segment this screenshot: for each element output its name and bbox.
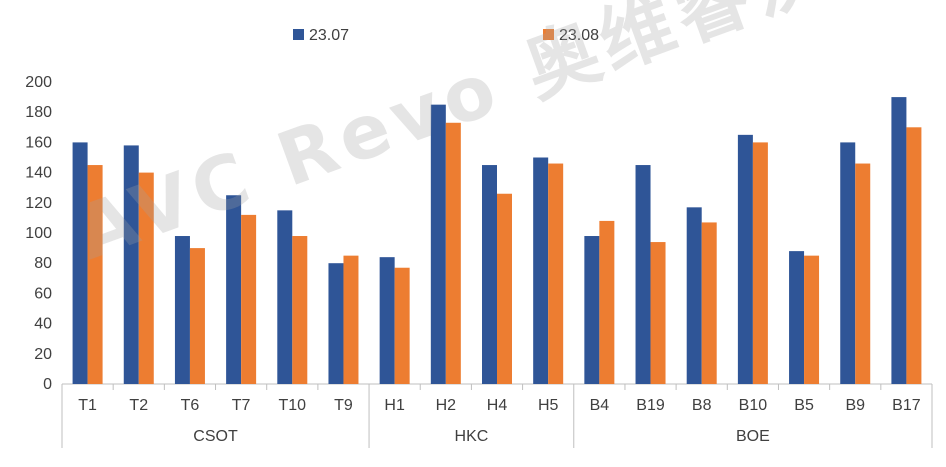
- bar-23-08-B4: [599, 220, 615, 384]
- legend-swatch-23-07: [293, 29, 304, 40]
- y-tick-label: 140: [25, 165, 52, 182]
- bar-23-07-B9: [840, 142, 856, 384]
- legend-label-23-08: 23.08: [559, 27, 599, 44]
- bar-23-07-B10: [737, 134, 753, 384]
- x-tick-label: B9: [845, 397, 865, 414]
- bar-23-07-H5: [533, 157, 549, 384]
- bar-23-08-H1: [394, 267, 410, 384]
- legend-label-23-07: 23.07: [309, 27, 349, 44]
- x-tick-label: B19: [636, 397, 665, 414]
- bar-23-07-B8: [686, 207, 702, 384]
- bar-23-07-H1: [379, 257, 395, 384]
- y-tick-label: 80: [34, 255, 52, 272]
- x-tick-label: B8: [692, 397, 712, 414]
- bar-23-07-H4: [482, 165, 497, 384]
- x-tick-label: H2: [436, 397, 457, 414]
- y-tick-label: 20: [34, 346, 52, 363]
- legend-swatch-23-08: [543, 29, 554, 40]
- bar-23-07-H2: [430, 104, 446, 385]
- y-tick-label: 200: [25, 74, 52, 91]
- bar-23-08-T9: [343, 255, 359, 384]
- x-tick-label: B10: [739, 397, 768, 414]
- y-tick-label: 40: [34, 316, 52, 333]
- y-tick-label: 160: [25, 134, 52, 151]
- bar-23-07-B17: [891, 97, 907, 384]
- bar-23-07-B5: [789, 251, 805, 384]
- x-tick-label: B4: [590, 397, 610, 414]
- bar-23-08-B8: [701, 222, 717, 384]
- y-tick-label: 180: [25, 104, 52, 121]
- x-tick-label: H4: [487, 397, 508, 414]
- x-tick-label: T7: [232, 397, 251, 414]
- group-label-hkc: HKC: [455, 428, 489, 445]
- y-tick-label: 60: [34, 285, 52, 302]
- bar-23-07-T9: [328, 263, 344, 384]
- bar-23-08-T6: [189, 248, 205, 384]
- bar-23-08-T1: [87, 165, 103, 384]
- bar-23-07-T7: [226, 195, 242, 384]
- bar-23-07-T1: [72, 142, 88, 384]
- bar-23-08-H5: [548, 163, 564, 384]
- bar-23-08-B9: [855, 163, 871, 384]
- bar-23-08-B19: [650, 242, 666, 384]
- bar-23-07-B19: [635, 165, 651, 384]
- bar-23-08-B17: [906, 127, 922, 385]
- bar-23-08-H4: [497, 193, 512, 384]
- bar-23-07-T2: [123, 145, 139, 384]
- bar-23-07-T6: [174, 236, 190, 384]
- bar-23-07-B4: [584, 236, 600, 384]
- bar-23-07-T10: [277, 210, 293, 384]
- x-tick-label: H1: [384, 397, 405, 414]
- y-tick-label: 120: [25, 195, 52, 212]
- bar-23-08-T10: [292, 236, 308, 384]
- x-tick-label: T6: [181, 397, 200, 414]
- bar-23-08-B10: [752, 142, 768, 384]
- x-tick-label: H5: [538, 397, 559, 414]
- bar-23-08-B5: [804, 255, 820, 384]
- group-label-csot: CSOT: [193, 428, 238, 445]
- x-tick-label: T1: [78, 397, 97, 414]
- x-tick-label: T10: [279, 397, 307, 414]
- group-label-boe: BOE: [736, 428, 770, 445]
- bar-23-08-T2: [138, 172, 154, 384]
- x-tick-label: T9: [334, 397, 353, 414]
- x-tick-label: T2: [129, 397, 148, 414]
- bar-23-08-T7: [241, 214, 257, 384]
- y-tick-label: 100: [25, 225, 52, 242]
- bar-23-08-H2: [445, 122, 461, 385]
- y-tick-label: 0: [43, 376, 52, 393]
- x-tick-label: B17: [892, 397, 921, 414]
- x-tick-label: B5: [794, 397, 814, 414]
